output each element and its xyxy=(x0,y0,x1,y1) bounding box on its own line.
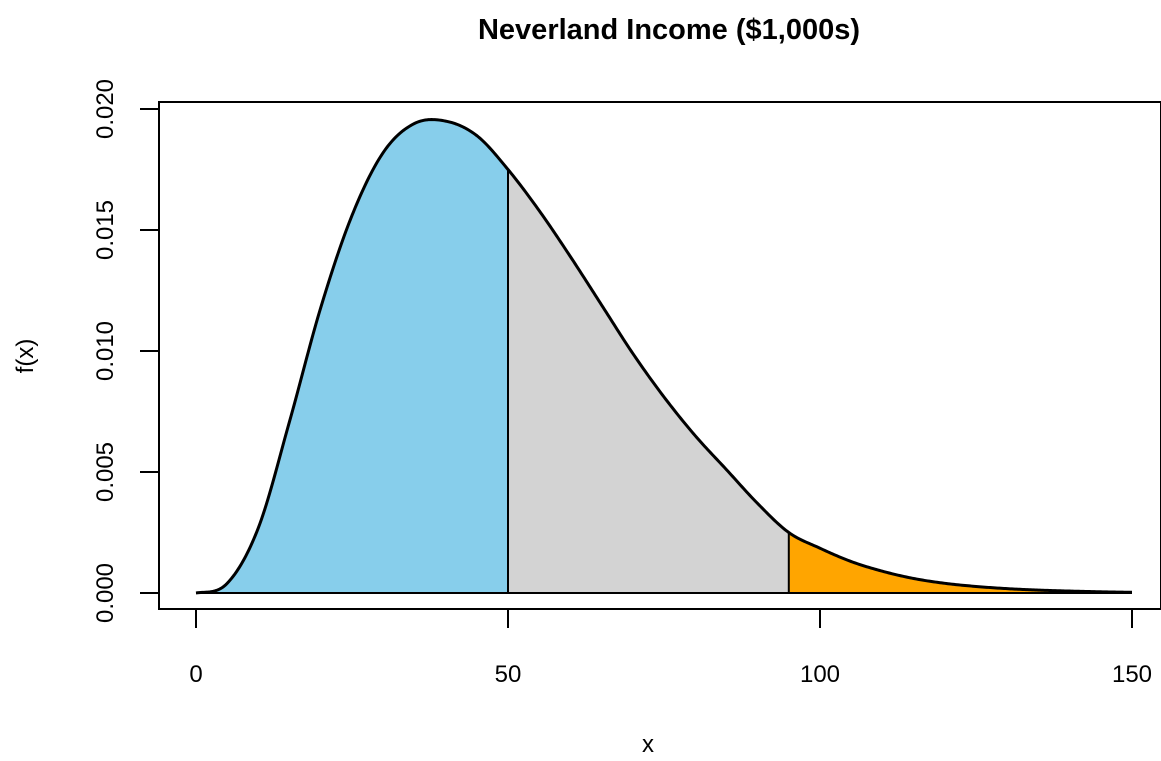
shaded-region-3 xyxy=(788,532,1132,593)
x-tick-label-3: 150 xyxy=(1112,661,1152,688)
y-tick-label-0: 0.000 xyxy=(92,563,119,623)
x-axis: 0 50 100 150 xyxy=(189,608,1152,688)
y-tick-label-2: 0.010 xyxy=(92,321,119,381)
y-tick-label-4: 0.020 xyxy=(92,79,119,139)
y-axis: 0.000 0.005 0.010 0.015 0.020 xyxy=(92,79,160,623)
y-tick-label-3: 0.015 xyxy=(92,200,119,260)
chart-title: Neverland Income ($1,000s) xyxy=(478,14,860,46)
region-dividers xyxy=(196,169,1132,594)
shaded-region-2 xyxy=(508,169,789,593)
shaded-region-1 xyxy=(196,119,508,594)
shaded-regions xyxy=(196,119,1132,594)
density-curve xyxy=(195,118,1133,595)
y-tick-label-1: 0.005 xyxy=(92,442,119,502)
x-tick-label-1: 50 xyxy=(495,661,522,688)
y-axis-label: f(x) xyxy=(12,339,39,374)
x-axis-label: x xyxy=(642,731,654,758)
x-tick-label-2: 100 xyxy=(800,661,840,688)
x-tick-label-0: 0 xyxy=(189,661,202,688)
